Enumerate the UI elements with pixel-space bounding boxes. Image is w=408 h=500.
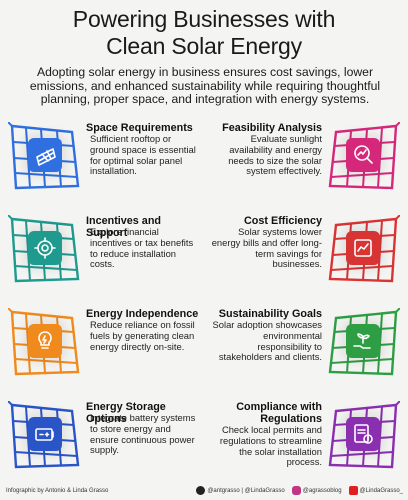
card-description: Solar systems lower energy bills and off… (211, 226, 322, 270)
card-description: Check local permits and regulations to s… (219, 424, 322, 468)
card-title: Sustainability Goals (218, 308, 322, 320)
gear-dollar-icon (28, 231, 62, 265)
intro-text: Adopting solar energy in business ensure… (29, 65, 381, 106)
x-icon (196, 486, 206, 495)
title-line-1: Powering Businesses with (72, 6, 336, 32)
card-description: Reduce reliance on fossil fuels by gener… (90, 319, 195, 352)
card-description: Integrate battery systems to store energ… (90, 412, 196, 456)
card-title: Space Requirements (86, 122, 193, 134)
card-description: Sufficient rooftop or ground space is es… (90, 133, 196, 177)
instagram-link[interactable]: @agrassoblog (291, 486, 342, 495)
feature-card: Space Requirements Sufficient rooftop or … (2, 118, 202, 202)
card-description: Explore financial incentives or tax bene… (90, 226, 194, 270)
document-alert-icon (346, 417, 380, 451)
feature-card: Cost Efficiency Solar systems lower energ… (206, 211, 406, 295)
card-title: Cost Efficiency (244, 215, 322, 227)
card-description: Solar adoption showcases environmental r… (212, 319, 322, 363)
youtube-icon (348, 486, 358, 495)
footer: Infographic by Antonio & Linda Grasso @a… (0, 483, 408, 500)
feature-card: Incentives and Support Explore financial … (2, 211, 202, 295)
magnifier-chart-icon (346, 138, 380, 172)
twitter-link[interactable]: @antgrasso | @LindaGrasso (196, 486, 285, 495)
title-line-2: Clean Solar Energy (106, 33, 302, 59)
youtube-link[interactable]: @LindaGrasso_ (348, 486, 403, 495)
card-title: Energy Independence (86, 308, 199, 320)
instagram-handle: @agrassoblog (302, 487, 342, 494)
card-description: Evaluate sunlight availability and energ… (228, 133, 322, 177)
feature-card: Energy Independence Reduce reliance on fo… (2, 304, 202, 388)
card-title: Feasibility Analysis (222, 122, 322, 134)
card-title: Incentives and Support (86, 215, 162, 239)
card-title: Compliance with Regulations (236, 401, 322, 425)
feature-card: Sustainability Goals Solar adoption showc… (206, 304, 406, 388)
page-title: Powering Businesses with Clean Solar Ene… (0, 6, 408, 60)
lightbulb-icon (28, 324, 62, 358)
solar-panel-icon (28, 138, 62, 172)
card-title: Energy Storage Options (86, 401, 166, 425)
savings-chart-icon (346, 231, 380, 265)
credit-text: Infographic by Antonio & Linda Grasso (6, 488, 109, 494)
youtube-handle: @LindaGrasso_ (359, 487, 403, 494)
battery-icon (28, 417, 62, 451)
social-links: @antgrasso | @LindaGrasso @agrassoblog @… (196, 486, 403, 495)
feature-card: Compliance with Regulations Check local p… (206, 397, 406, 481)
instagram-icon (291, 486, 301, 495)
feature-card: Energy Storage Options Integrate battery … (2, 397, 202, 481)
feature-card: Feasibility Analysis Evaluate sunlight av… (206, 118, 406, 202)
plant-hand-icon (346, 324, 380, 358)
twitter-handle: @antgrasso | @LindaGrasso (207, 487, 285, 494)
